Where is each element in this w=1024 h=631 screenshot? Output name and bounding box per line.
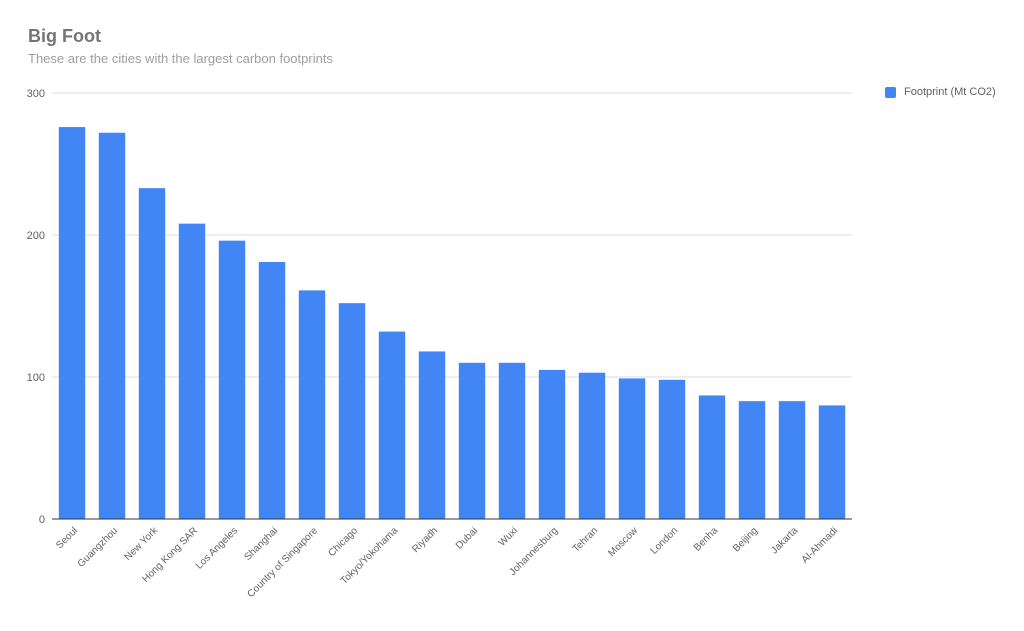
bar	[498, 362, 526, 519]
bar	[338, 303, 366, 519]
x-tick-label: Moscow	[606, 525, 640, 559]
bar	[778, 401, 806, 519]
bar	[378, 331, 406, 519]
y-tick-label: 300	[27, 88, 45, 100]
gridlines	[52, 92, 852, 378]
legend-swatch	[885, 86, 896, 98]
bar	[738, 401, 766, 519]
x-tick-label: Guangzhou	[76, 525, 120, 569]
bar	[578, 372, 606, 519]
bar	[298, 290, 326, 519]
bar	[698, 395, 726, 519]
bar	[218, 240, 246, 519]
bars	[58, 127, 846, 519]
x-tick-label: Riyadh	[410, 525, 440, 555]
x-tick-label: Wuxi	[497, 525, 520, 548]
x-tick-label: Los Angeles	[194, 525, 240, 571]
bar	[658, 379, 686, 519]
x-tick-label: Dubai	[454, 525, 480, 551]
x-tick-label: Chicago	[326, 525, 360, 559]
x-tick-label: Jakarta	[769, 525, 800, 556]
bar	[538, 369, 566, 519]
x-tick-label: Seoul	[54, 525, 80, 551]
y-tick-label: 100	[27, 372, 45, 384]
bar	[98, 132, 126, 519]
chart-title: Big Foot	[28, 26, 101, 46]
x-tick-label: London	[649, 525, 680, 556]
x-tick-label: Benha	[692, 525, 721, 554]
bar	[138, 188, 166, 519]
legend-label: Footprint (Mt CO2)	[904, 86, 996, 98]
chart-subtitle: These are the cities with the largest ca…	[28, 51, 333, 66]
bar	[458, 362, 486, 519]
bar	[178, 223, 206, 519]
bar	[58, 127, 86, 519]
bar	[618, 378, 646, 519]
x-tick-label: Al-Ahmadi	[800, 525, 840, 565]
x-tick-label: Beijing	[731, 525, 760, 554]
y-tick-label: 0	[39, 514, 45, 526]
y-axis-ticks: 0 100 200 300	[27, 88, 45, 526]
x-tick-label: Country of Singapore	[246, 525, 321, 600]
legend: Footprint (Mt CO2)	[885, 86, 996, 98]
bar	[258, 261, 286, 519]
bar	[818, 405, 846, 519]
y-tick-label: 200	[27, 230, 45, 242]
bar	[418, 351, 446, 519]
x-tick-label: Tehran	[571, 525, 600, 554]
x-tick-label: Shanghai	[242, 525, 280, 563]
x-tick-label: New York	[122, 525, 160, 563]
